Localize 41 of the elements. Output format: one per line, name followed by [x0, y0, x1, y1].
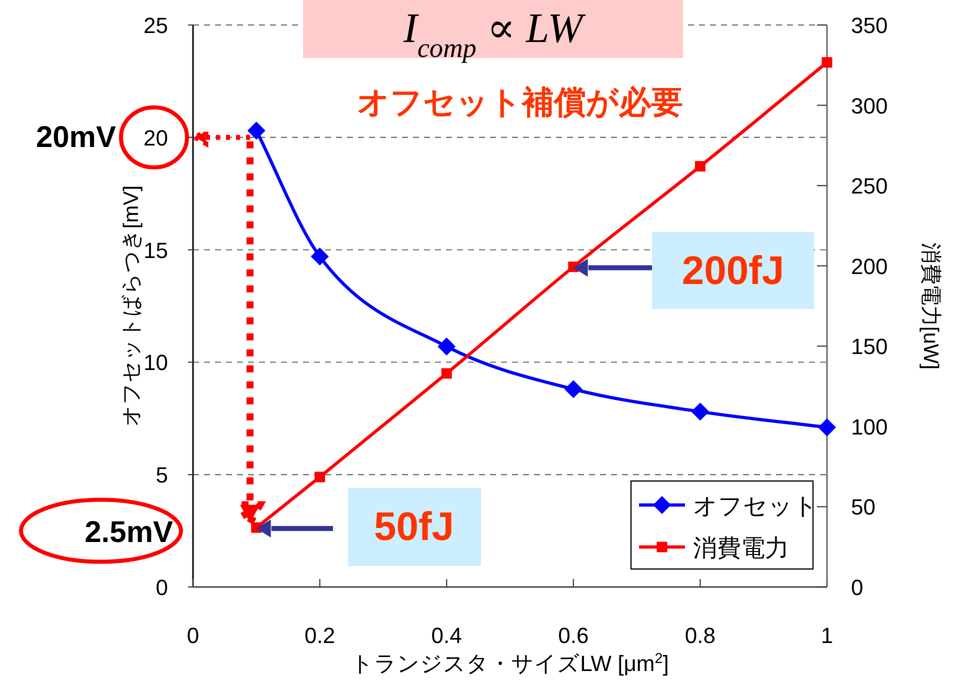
- x-axis-title: トランジスタ・サイズLW [μm$^{2}$]: [351, 651, 669, 676]
- y2-tick-label: 150: [851, 334, 888, 360]
- y2-tick-label: 300: [851, 93, 888, 118]
- x-tick-label: 0.4: [431, 623, 462, 648]
- y-tick-label: 20: [144, 125, 168, 150]
- annotation: 200fJ: [682, 249, 784, 293]
- legend-label: オフセット: [693, 493, 818, 520]
- point: [694, 161, 706, 172]
- legend-label: 消費電力: [693, 535, 789, 562]
- x-tick-label: 0.8: [684, 623, 716, 648]
- point: [818, 418, 836, 436]
- y-tick-label: 15: [144, 238, 168, 263]
- y2-tick-label: 200: [851, 254, 888, 279]
- y2-tick-label: 100: [851, 414, 888, 440]
- y-tick-label: 5: [156, 462, 168, 488]
- text: 2.5mV: [84, 516, 173, 549]
- x-tick-label: 1: [820, 623, 834, 648]
- y2-tick-label: 0: [851, 575, 864, 600]
- y-tick-label: 25: [144, 13, 168, 38]
- y2-axis-title: 消費電力[uW]: [919, 242, 942, 370]
- point: [691, 402, 710, 421]
- point: [441, 368, 452, 379]
- point: [314, 472, 326, 482]
- x-tick-label: 0.2: [304, 623, 336, 648]
- point: [822, 57, 832, 68]
- x-tick-label: 0: [186, 623, 200, 648]
- x-tick-label: 0.6: [558, 623, 589, 648]
- annotation: 50fJ: [374, 505, 454, 549]
- y-tick-label: 0: [156, 575, 168, 600]
- y-tick-label: 10: [144, 350, 168, 376]
- text: 20mV: [36, 121, 116, 154]
- y2-tick-label: 350: [851, 13, 888, 38]
- y2-tick-label: 250: [851, 174, 888, 199]
- y2-tick-label: 50: [851, 494, 876, 520]
- annotation: I$_{comp}$ ∝ LW: [402, 6, 587, 63]
- y-axis-title: オフセットばらつき[mV]: [120, 185, 143, 427]
- point: [438, 337, 456, 356]
- point: [310, 248, 329, 266]
- point: [247, 122, 266, 140]
- point: [564, 380, 582, 398]
- annotation: オフセット補償が必要: [357, 84, 683, 120]
